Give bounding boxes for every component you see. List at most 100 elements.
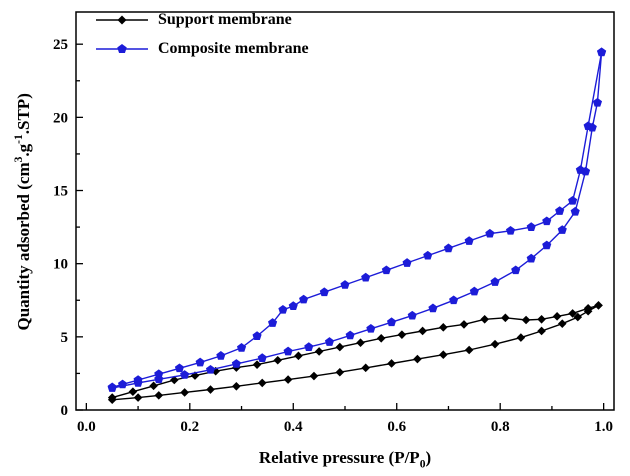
- pentagon-marker-icon: [154, 369, 164, 379]
- diamond-marker-icon: [418, 326, 427, 336]
- pentagon-marker-icon: [278, 304, 288, 314]
- legend-item-composite-membrane: Composite membrane: [94, 39, 309, 59]
- pentagon-marker-icon: [407, 310, 417, 320]
- pentagon-marker-icon: [174, 363, 185, 373]
- diamond-marker-icon: [190, 371, 200, 380]
- diamond-marker-icon: [557, 319, 567, 328]
- pentagon-marker-icon: [555, 206, 565, 215]
- plot-frame: [75, 11, 615, 411]
- diamond-marker-icon: [117, 15, 127, 25]
- pentagon-marker-icon: [557, 225, 567, 234]
- x-tick-label: 0.8: [491, 419, 510, 435]
- diamond-marker-icon: [568, 309, 577, 318]
- pentagon-marker-icon: [449, 295, 459, 305]
- diamond-marker-icon: [252, 360, 262, 369]
- pentagon-marker-icon: [402, 258, 412, 267]
- diamond-marker-icon: [169, 375, 179, 385]
- pentagon-marker-icon: [526, 222, 536, 231]
- legend-label-composite: Composite membrane: [158, 40, 309, 57]
- pentagon-marker-icon: [324, 337, 335, 346]
- pentagon-marker-icon: [117, 379, 128, 389]
- diamond-marker-icon: [397, 330, 407, 339]
- pentagon-marker-icon: [583, 121, 593, 131]
- pentagon-marker-icon: [180, 370, 190, 379]
- pentagon-marker-icon: [511, 265, 521, 275]
- pentagon-marker-icon: [469, 286, 479, 296]
- pentagon-marker-icon: [319, 287, 329, 297]
- series-line-adsorption: [112, 304, 599, 401]
- series-line-desorption: [112, 52, 603, 388]
- diamond-marker-icon: [459, 320, 469, 329]
- y-tick-label: 25: [53, 37, 68, 53]
- diamond-marker-icon: [376, 334, 386, 343]
- diamond-marker-icon: [309, 371, 319, 381]
- diamond-marker-icon: [501, 313, 510, 323]
- pentagon-marker-icon: [428, 303, 438, 313]
- chart-legend: Support membrane Composite membrane: [94, 10, 309, 59]
- diamond-marker-icon: [583, 304, 593, 313]
- legend-item-support-membrane: Support membrane: [94, 10, 309, 30]
- pentagon-marker-icon: [283, 346, 293, 356]
- legend-label-support: Support membrane: [158, 11, 292, 28]
- pentagon-marker-icon: [542, 216, 552, 226]
- diamond-marker-icon: [257, 378, 267, 388]
- diamond-marker-icon: [149, 381, 158, 391]
- pentagon-marker-icon: [216, 351, 226, 360]
- y-tick-label: 5: [61, 330, 69, 346]
- diamond-marker-icon: [480, 314, 489, 324]
- diamond-marker-icon: [537, 326, 546, 336]
- diamond-marker-icon: [537, 314, 546, 324]
- pentagon-marker-icon: [526, 253, 536, 263]
- pentagon-marker-icon: [464, 236, 474, 245]
- y-tick-label: 20: [53, 110, 68, 126]
- pentagon-marker-icon: [205, 364, 216, 374]
- legend-marker-composite: [96, 44, 148, 54]
- diamond-marker-icon: [211, 366, 220, 376]
- pentagon-marker-icon: [570, 206, 580, 216]
- diamond-marker-icon: [107, 393, 117, 402]
- diamond-marker-icon: [413, 354, 422, 364]
- pentagon-marker-icon: [366, 323, 376, 333]
- diamond-marker-icon: [133, 393, 143, 402]
- pentagon-marker-icon: [107, 382, 117, 392]
- pentagon-marker-icon: [299, 294, 309, 304]
- y-axis-title: Quantity adsorbed (cm3.g-1.STP): [12, 93, 33, 331]
- x-tick-label: 0.6: [387, 419, 406, 435]
- pentagon-marker-icon: [340, 280, 350, 289]
- pentagon-marker-icon: [542, 240, 552, 250]
- diamond-marker-icon: [128, 387, 138, 397]
- pentagon-marker-icon: [257, 353, 267, 362]
- diamond-marker-icon: [464, 345, 474, 355]
- diamond-marker-icon: [438, 323, 448, 332]
- pentagon-marker-icon: [361, 272, 371, 282]
- diamond-marker-icon: [438, 350, 448, 359]
- y-tick-label: 15: [53, 184, 68, 200]
- pentagon-marker-icon: [592, 97, 603, 107]
- pentagon-marker-icon: [236, 343, 247, 352]
- diamond-marker-icon: [294, 351, 303, 361]
- diamond-marker-icon: [314, 347, 324, 356]
- diamond-marker-icon: [361, 363, 370, 373]
- diamond-marker-icon: [552, 312, 562, 321]
- diamond-marker-icon: [594, 301, 603, 310]
- pentagon-marker-icon: [117, 44, 127, 54]
- pentagon-marker-icon: [575, 165, 585, 174]
- pentagon-marker-icon: [288, 301, 298, 310]
- x-tick-label: 0.2: [180, 419, 199, 435]
- diamond-marker-icon: [273, 355, 283, 365]
- x-axis-title: Relative pressure (P/P0): [258, 447, 432, 470]
- pentagon-marker-icon: [490, 277, 500, 286]
- diamond-marker-icon: [387, 359, 396, 368]
- diamond-marker-icon: [573, 312, 583, 322]
- pentagon-marker-icon: [268, 318, 278, 327]
- pentagon-marker-icon: [568, 195, 578, 205]
- x-tick-label: 0.0: [77, 419, 96, 435]
- diamond-marker-icon: [283, 375, 293, 384]
- pentagon-marker-icon: [345, 330, 355, 340]
- pentagon-marker-icon: [231, 359, 241, 368]
- x-tick-label: 0.4: [284, 419, 303, 435]
- diamond-marker-icon: [356, 338, 365, 347]
- pentagon-marker-icon: [252, 331, 262, 340]
